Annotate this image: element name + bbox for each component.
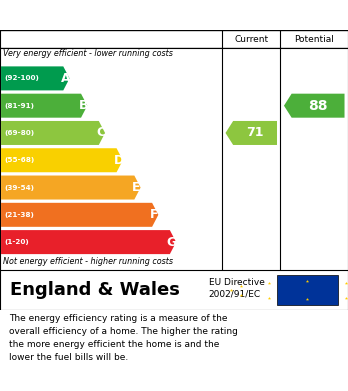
Text: 71: 71 [246,126,264,140]
Polygon shape [1,230,176,254]
Text: (81-91): (81-91) [4,103,34,109]
Text: 88: 88 [308,99,328,113]
Text: England & Wales: England & Wales [10,281,180,299]
Polygon shape [1,148,123,172]
Polygon shape [284,94,345,118]
Polygon shape [226,121,277,145]
Text: The energy efficiency rating is a measure of the
overall efficiency of a home. T: The energy efficiency rating is a measur… [9,314,238,362]
Text: (92-100): (92-100) [4,75,39,81]
Text: (55-68): (55-68) [4,157,34,163]
Text: (39-54): (39-54) [4,185,34,190]
Bar [277,275,338,305]
Polygon shape [1,66,70,90]
Polygon shape [1,121,105,145]
Polygon shape [1,203,158,227]
Text: Energy Efficiency Rating: Energy Efficiency Rating [9,7,219,23]
Text: B: B [78,99,88,112]
Text: C: C [96,126,105,140]
Text: (1-20): (1-20) [4,239,29,245]
Polygon shape [1,94,87,118]
Text: (21-38): (21-38) [4,212,34,218]
Text: A: A [61,72,70,85]
Text: (69-80): (69-80) [4,130,34,136]
Text: D: D [113,154,124,167]
Text: Potential: Potential [294,34,334,44]
Text: Not energy efficient - higher running costs: Not energy efficient - higher running co… [3,257,174,266]
Text: Very energy efficient - lower running costs: Very energy efficient - lower running co… [3,49,173,58]
Text: E: E [132,181,141,194]
Polygon shape [1,176,141,199]
Text: G: G [167,236,177,249]
Text: Current: Current [234,34,268,44]
Text: F: F [150,208,158,221]
Text: EU Directive
2002/91/EC: EU Directive 2002/91/EC [209,278,265,298]
